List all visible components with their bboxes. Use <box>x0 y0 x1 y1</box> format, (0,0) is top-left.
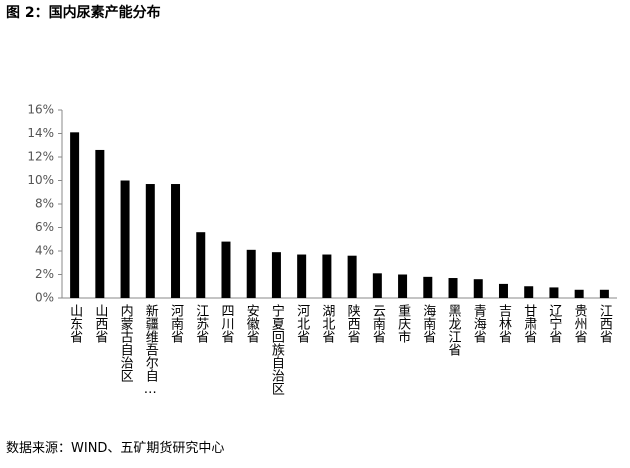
x-tick-label: 河北省 <box>294 304 310 343</box>
bar <box>297 254 307 298</box>
x-tick-label: 山西省 <box>92 304 108 343</box>
bar <box>95 149 105 298</box>
bar <box>398 274 408 298</box>
bar <box>271 252 281 298</box>
y-tick-label: 0% <box>35 291 54 305</box>
x-tick-label: 海南省 <box>420 304 436 343</box>
x-tick-label: 贵州省 <box>572 304 588 343</box>
x-tick-label: 江西省 <box>597 304 613 343</box>
bar <box>120 180 130 298</box>
bar <box>372 273 382 298</box>
y-tick-label: 4% <box>35 244 54 258</box>
x-tick-label: 陕西省 <box>345 304 361 343</box>
bar <box>347 255 357 298</box>
y-tick-label: 12% <box>27 150 54 164</box>
bar <box>524 286 534 298</box>
bar <box>196 232 206 298</box>
y-tick-label: 10% <box>27 173 54 187</box>
y-tick-label: 8% <box>35 197 54 211</box>
bar <box>574 289 584 298</box>
y-tick-label: 16% <box>27 103 54 117</box>
x-tick-label: 湖北省 <box>319 304 335 343</box>
source-note: 数据来源：WIND、五矿期货研究中心 <box>6 440 224 456</box>
x-tick-label: 河南省 <box>168 304 184 343</box>
x-tick-label: 山东省 <box>67 304 83 343</box>
bar <box>448 278 458 298</box>
chart-title: 图 2：国内尿素产能分布 <box>6 4 161 21</box>
x-tick-label: 江苏省 <box>193 304 209 343</box>
bar <box>599 289 609 298</box>
bar <box>473 279 483 298</box>
x-tick-label: 辽宁省 <box>546 304 562 343</box>
x-tick-label: 安徽省 <box>244 304 259 343</box>
bar <box>221 241 231 298</box>
x-tick-label: 内蒙古自治区 <box>118 303 133 382</box>
x-tick-label: 甘肃省 <box>521 304 537 343</box>
bar <box>498 283 508 298</box>
bar <box>549 287 559 298</box>
x-tick-label: 吉林省 <box>496 304 512 343</box>
y-tick-label: 2% <box>35 267 54 281</box>
x-tick-label: 新疆维吾尔自… <box>143 303 159 397</box>
y-tick-label: 14% <box>27 126 54 140</box>
bar <box>70 132 80 298</box>
x-tick-label: 四川省 <box>218 304 234 343</box>
x-tick-label: 黑龙江省 <box>446 304 462 356</box>
x-tick-label: 重庆市 <box>395 303 411 343</box>
bar <box>322 254 332 298</box>
bar <box>145 184 155 298</box>
y-tick-label: 6% <box>35 220 54 234</box>
x-tick-label: 云南省 <box>370 304 386 343</box>
x-tick-label: 宁夏回族自治区 <box>269 303 285 395</box>
bar <box>246 249 256 298</box>
x-tick-label: 青海省 <box>471 304 487 343</box>
bar <box>423 276 433 298</box>
bar <box>171 184 181 298</box>
